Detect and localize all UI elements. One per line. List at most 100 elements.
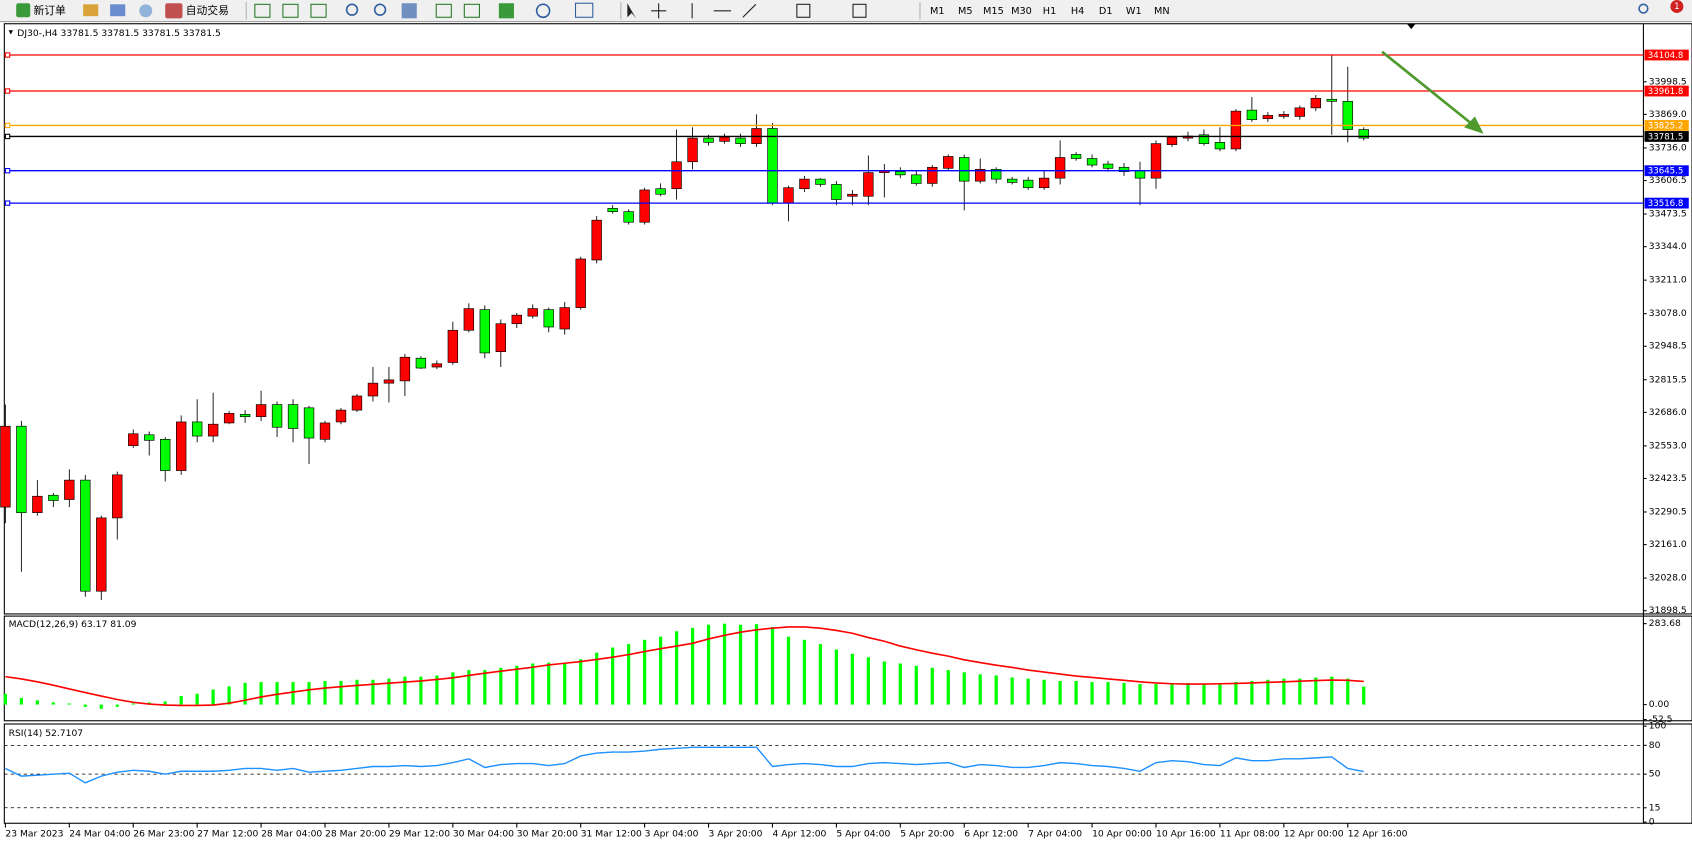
macd-bar <box>179 696 183 705</box>
timeframe-button[interactable]: MN <box>1154 6 1170 17</box>
level-label: 33781.5 <box>1648 132 1684 142</box>
macd-bar <box>786 636 791 705</box>
tool-icon[interactable] <box>83 4 99 17</box>
plot: 33998.5 33869.0 33736.0 33606.5 33473.5 33344… <box>0 28 1689 840</box>
timeframe-button[interactable]: D1 <box>1099 6 1113 17</box>
macd-bar <box>706 624 711 705</box>
macd-bar <box>1218 684 1222 705</box>
signal-line <box>5 626 1364 707</box>
macd-bar <box>1042 679 1046 705</box>
timeframe-button[interactable]: W1 <box>1126 6 1142 17</box>
macd-bar <box>962 672 966 705</box>
candle-body <box>1214 142 1226 150</box>
candle-body <box>191 421 203 437</box>
tool-icon[interactable] <box>401 3 417 19</box>
candle-body <box>1326 98 1337 102</box>
timeframe-button[interactable]: M5 <box>958 6 973 17</box>
candle-body <box>511 314 522 325</box>
search[interactable] <box>1638 3 1649 14</box>
tool-icon[interactable] <box>535 3 551 19</box>
new-order-icon[interactable] <box>16 3 31 18</box>
macd-bar <box>898 663 902 705</box>
x-tick-label: 3 Apr 20:00 <box>709 829 763 840</box>
timeframe-button[interactable]: M1 <box>930 6 945 17</box>
candle-body <box>1118 166 1130 172</box>
candle-body <box>223 413 235 424</box>
crosshair-tool[interactable] <box>651 3 667 19</box>
macd-panel <box>3 615 1692 722</box>
candle-body <box>1358 129 1369 139</box>
auto-trade-icon[interactable] <box>165 3 183 19</box>
timeframes: M1 M5 M15 M30 H1 H4 D1 W1 MN <box>930 6 1170 17</box>
macd-bar <box>531 663 535 705</box>
macd-bar <box>627 644 631 705</box>
y-tick-label: 32948.5 <box>1649 341 1687 352</box>
timeframe-button[interactable]: M15 <box>983 6 1004 17</box>
candle-body <box>1070 154 1082 159</box>
candle-body <box>207 423 219 437</box>
y-tick-label: 32686.0 <box>1649 407 1687 418</box>
symbol-marker <box>8 30 13 35</box>
tool-icon[interactable] <box>310 3 327 18</box>
notification-badge[interactable] <box>1670 0 1684 13</box>
tool-icon[interactable] <box>435 3 452 18</box>
level-label: 33516.8 <box>1648 199 1684 209</box>
tool-icon[interactable] <box>498 3 514 19</box>
candle-body <box>1198 134 1210 144</box>
auto-trade-button[interactable]: 自动交易 <box>186 4 229 17</box>
candle-body <box>863 172 874 197</box>
tool-icon[interactable] <box>139 4 153 18</box>
macd-bar <box>882 661 886 705</box>
tool-icon[interactable] <box>463 3 480 18</box>
x-tick-label: 7 Apr 04:00 <box>1028 829 1082 840</box>
candle-body <box>1246 109 1258 121</box>
level-label: 33961.8 <box>1648 87 1684 97</box>
timeframe-button[interactable]: H4 <box>1071 6 1084 17</box>
candle-body <box>495 323 506 352</box>
candle-body <box>799 178 810 190</box>
candle-body <box>96 517 107 592</box>
zoom-out[interactable] <box>373 3 387 16</box>
macd-bar <box>355 679 359 705</box>
macd-bar <box>563 662 567 705</box>
new-order-button[interactable]: 新订单 <box>33 4 66 17</box>
y-tick-label: 32553.0 <box>1649 440 1687 451</box>
tool-icon[interactable] <box>254 3 271 18</box>
candle-body <box>847 193 858 197</box>
candle-body <box>128 433 139 446</box>
trendline-tool[interactable] <box>742 3 757 18</box>
candle-body <box>991 168 1002 180</box>
level-label-bg <box>1644 85 1689 97</box>
x-tick-label: 23 Mar 2023 <box>5 829 63 840</box>
macd-bar <box>1074 680 1078 705</box>
candle-body <box>48 494 59 501</box>
macd-bar <box>914 665 918 705</box>
tool-icon[interactable] <box>110 4 126 17</box>
macd-bar <box>658 636 663 705</box>
tool-icon[interactable] <box>852 3 867 18</box>
macd-bar <box>611 647 615 705</box>
x-tick-label: 10 Apr 16:00 <box>1156 829 1216 840</box>
candle-body <box>927 166 938 184</box>
level-handle <box>4 168 11 174</box>
y-tick-label: 80 <box>1649 740 1661 751</box>
macd-bar <box>834 649 839 705</box>
macd-bar <box>387 678 391 705</box>
candle-body <box>367 382 379 397</box>
x-tick-label: 26 Mar 23:00 <box>133 829 194 840</box>
y-tick-label: 33606.5 <box>1649 175 1687 186</box>
tool-icon[interactable] <box>574 2 594 18</box>
candle-body <box>351 395 363 411</box>
tool-icon[interactable] <box>796 3 811 18</box>
macd-bar <box>323 680 327 705</box>
y-tick-label: 32815.5 <box>1649 374 1687 385</box>
timeframe-button[interactable]: M30 <box>1011 6 1032 17</box>
timeframe-button[interactable]: H1 <box>1043 6 1056 17</box>
tool-icon[interactable] <box>282 3 299 18</box>
x-tick-label: 24 Mar 04:00 <box>69 829 130 840</box>
price-panel <box>3 23 1692 615</box>
rsi-panel <box>3 723 1692 824</box>
macd-bar <box>83 704 87 707</box>
zoom-in[interactable] <box>345 3 359 16</box>
y-tick-label: 283.68 <box>1649 618 1681 629</box>
